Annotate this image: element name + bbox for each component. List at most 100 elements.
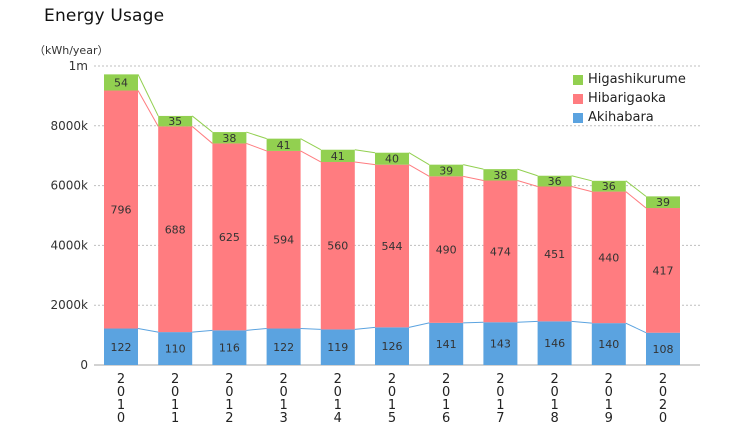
legend-swatch-higashikurume: [573, 74, 583, 85]
data-label-higashikurume: 39: [439, 165, 453, 178]
series-connector-hibarigaoka: [517, 180, 538, 187]
bar-akihabara: [537, 321, 572, 365]
data-label-higashikurume: 39: [656, 196, 670, 209]
series-connector-hibarigaoka: [408, 164, 430, 177]
data-label-akihabara: 126: [382, 340, 403, 353]
data-label-higashikurume: 36: [548, 175, 562, 188]
data-label-higashikurume: 38: [493, 169, 507, 182]
bar-higashikurume: [320, 149, 355, 162]
bar-akihabara: [375, 327, 409, 365]
x-tick-char: 2: [605, 372, 613, 387]
data-label-akihabara: 110: [165, 343, 186, 356]
x-tick-char: 0: [279, 385, 287, 400]
x-tick-char: 6: [442, 411, 450, 426]
data-label-hibarigaoka: 490: [436, 244, 457, 257]
x-tick-char: 1: [171, 398, 179, 413]
x-tick-char: 1: [605, 398, 613, 413]
x-tick-char: 9: [605, 411, 613, 426]
bar-higashikurume: [212, 132, 247, 144]
data-label-higashikurume: 41: [277, 139, 291, 152]
series-connector-hibarigaoka: [246, 142, 267, 152]
x-tick-char: 2: [117, 372, 125, 387]
series-connector-higashikurume: [246, 131, 267, 140]
x-tick-char: 0: [442, 385, 450, 400]
data-label-higashikurume: 40: [385, 153, 399, 166]
data-label-akihabara: 108: [653, 343, 674, 356]
bar-akihabara: [320, 329, 355, 365]
x-tick-char: 0: [550, 385, 558, 400]
x-tick-char: 1: [442, 398, 450, 413]
bar-akihabara: [266, 328, 301, 365]
series-connector-akihabara: [517, 320, 538, 323]
data-label-hibarigaoka: 688: [165, 223, 186, 236]
x-tick-char: 0: [334, 385, 342, 400]
data-label-higashikurume: 35: [168, 115, 182, 128]
x-tick-char: 5: [388, 411, 396, 426]
series-connector-akihabara: [300, 328, 321, 330]
x-tick-char: 0: [171, 385, 179, 400]
data-label-higashikurume: 54: [114, 76, 128, 89]
x-tick-char: 2: [659, 398, 667, 413]
legend-label-akihabara: Akihabara: [588, 110, 654, 125]
bar-higashikurume: [266, 138, 301, 151]
bar-akihabara: [591, 323, 626, 365]
series-connector-higashikurume: [625, 180, 647, 197]
series-connector-akihabara: [192, 329, 213, 333]
x-tick-char: 1: [117, 398, 125, 413]
data-label-hibarigaoka: 560: [327, 240, 348, 253]
x-tick-char: 0: [225, 385, 233, 400]
data-label-higashikurume: 36: [602, 180, 616, 193]
y-axis-unit-label: （kWh/year）: [34, 44, 109, 57]
series-connector-hibarigaoka: [625, 191, 647, 209]
chart-title: Energy Usage: [44, 6, 165, 26]
x-tick-char: 0: [659, 385, 667, 400]
series-connector-akihabara: [408, 322, 430, 328]
legend-label-hibarigaoka: Hibarigaoka: [588, 91, 666, 106]
legend-swatch-akihabara: [573, 112, 583, 123]
bar-higashikurume: [429, 164, 464, 177]
series-connector-akihabara: [463, 321, 484, 324]
bar-hibarigaoka: [266, 150, 301, 329]
x-tick-char: 0: [388, 385, 396, 400]
x-tick-char: 2: [171, 372, 179, 387]
x-tick-char: 2: [279, 372, 287, 387]
data-label-hibarigaoka: 474: [490, 245, 511, 258]
series-connector-higashikurume: [300, 138, 322, 151]
bar-hibarigaoka: [320, 161, 355, 330]
data-label-akihabara: 122: [273, 341, 294, 354]
data-label-akihabara: 141: [436, 338, 457, 351]
y-tick-label: 4000k: [51, 238, 89, 252]
bar-akihabara: [429, 322, 464, 365]
x-tick-char: 2: [442, 372, 450, 387]
data-label-hibarigaoka: 625: [219, 231, 240, 244]
bar-akihabara: [646, 332, 680, 365]
x-tick-char: 8: [550, 411, 558, 426]
x-tick-char: 3: [279, 411, 287, 426]
x-tick-char: 4: [334, 411, 342, 426]
data-label-hibarigaoka: 544: [382, 240, 403, 253]
data-label-hibarigaoka: 796: [111, 204, 132, 217]
x-tick-char: 1: [279, 398, 287, 413]
series-connector-akihabara: [354, 326, 376, 330]
series-connector-higashikurume: [463, 164, 484, 170]
series-connector-higashikurume: [517, 168, 538, 177]
x-tick-char: 7: [496, 411, 504, 426]
bar-higashikurume: [646, 196, 680, 209]
bar-higashikurume: [591, 180, 626, 192]
data-label-hibarigaoka: 451: [544, 248, 565, 261]
legend-label-higashikurume: Higashikurume: [588, 72, 686, 87]
data-label-akihabara: 140: [598, 338, 619, 351]
bar-hibarigaoka: [537, 186, 572, 322]
x-tick-char: 2: [496, 372, 504, 387]
bar-hibarigaoka: [158, 126, 193, 333]
x-tick-char: 1: [388, 398, 396, 413]
y-tick-label: 8000k: [51, 119, 89, 133]
